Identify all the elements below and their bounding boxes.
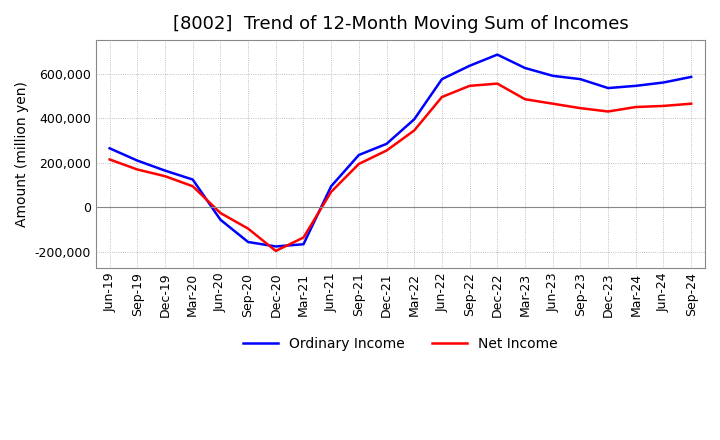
Net Income [133,167,142,172]
Ordinary Income [133,158,142,163]
Net Income [493,81,502,86]
Ordinary Income [604,85,613,91]
Net Income [521,97,529,102]
Ordinary Income [161,168,169,173]
Net Income [299,235,307,240]
Ordinary Income [687,74,696,80]
Net Income [105,157,114,162]
Ordinary Income [299,242,307,247]
Net Income [271,248,280,253]
Net Income [382,148,391,153]
Ordinary Income [105,146,114,151]
Net Income [354,161,363,167]
Ordinary Income [493,52,502,57]
Net Income [549,101,557,106]
Y-axis label: Amount (million yen): Amount (million yen) [15,81,29,227]
Ordinary Income [327,183,336,189]
Line: Net Income: Net Income [109,84,691,251]
Ordinary Income [216,217,225,222]
Net Income [659,103,667,109]
Net Income [244,226,253,231]
Ordinary Income [465,63,474,68]
Net Income [161,173,169,179]
Net Income [327,189,336,194]
Net Income [438,94,446,99]
Ordinary Income [189,177,197,182]
Ordinary Income [244,239,253,245]
Ordinary Income [659,80,667,85]
Ordinary Income [549,73,557,78]
Ordinary Income [354,152,363,158]
Ordinary Income [631,83,640,88]
Title: [8002]  Trend of 12-Month Moving Sum of Incomes: [8002] Trend of 12-Month Moving Sum of I… [173,15,629,33]
Ordinary Income [438,77,446,82]
Ordinary Income [271,244,280,249]
Net Income [631,104,640,110]
Ordinary Income [382,141,391,147]
Net Income [216,210,225,216]
Net Income [410,128,418,133]
Net Income [465,83,474,88]
Net Income [604,109,613,114]
Legend: Ordinary Income, Net Income: Ordinary Income, Net Income [238,331,563,356]
Net Income [576,106,585,111]
Line: Ordinary Income: Ordinary Income [109,55,691,246]
Ordinary Income [576,77,585,82]
Net Income [189,183,197,189]
Ordinary Income [410,117,418,122]
Ordinary Income [521,66,529,71]
Net Income [687,101,696,106]
